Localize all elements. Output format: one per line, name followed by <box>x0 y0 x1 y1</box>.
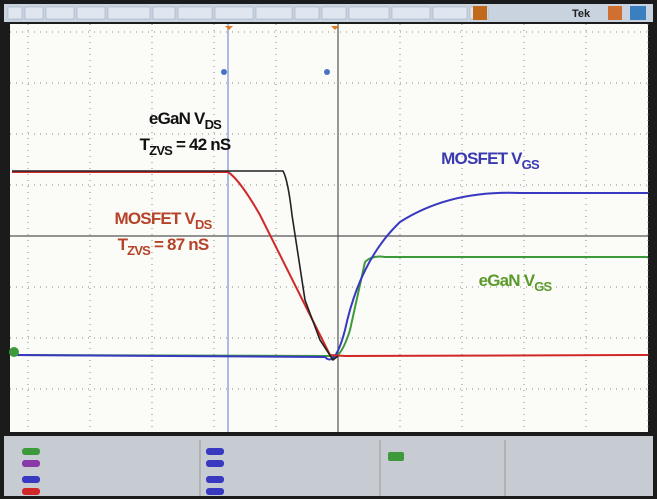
status-panel <box>4 436 653 496</box>
status-icon <box>630 6 646 20</box>
annotation-subscript: GS <box>534 279 552 294</box>
menu-items[interactable] <box>8 7 488 19</box>
annotation-suffix: = 42 nS <box>172 135 231 154</box>
status-icon <box>608 6 622 20</box>
annotation-text: MOSFET V <box>441 149 523 168</box>
annotation-subscript: GS <box>522 157 540 172</box>
annotation-text: eGaN V <box>149 109 206 128</box>
marker <box>324 69 330 75</box>
brand: Tek <box>572 8 591 20</box>
graticule <box>10 24 648 432</box>
annotation-text: eGaN V <box>479 271 536 290</box>
annotation-subscript: DS <box>205 117 223 132</box>
channel-marker <box>9 347 19 357</box>
menu-icon[interactable] <box>473 6 487 20</box>
annotation-subscript: ZVS <box>149 143 173 158</box>
annotation-subscript: DS <box>195 217 213 232</box>
annotation-subscript: ZVS <box>127 243 151 258</box>
scope-screenshot: Tek eGaN VDSTZVS = 42 nSMOSFET VDSTZVS =… <box>0 0 657 499</box>
annotation-suffix: = 87 nS <box>150 235 209 254</box>
annotation-text: MOSFET V <box>115 209 197 228</box>
marker <box>221 69 227 75</box>
